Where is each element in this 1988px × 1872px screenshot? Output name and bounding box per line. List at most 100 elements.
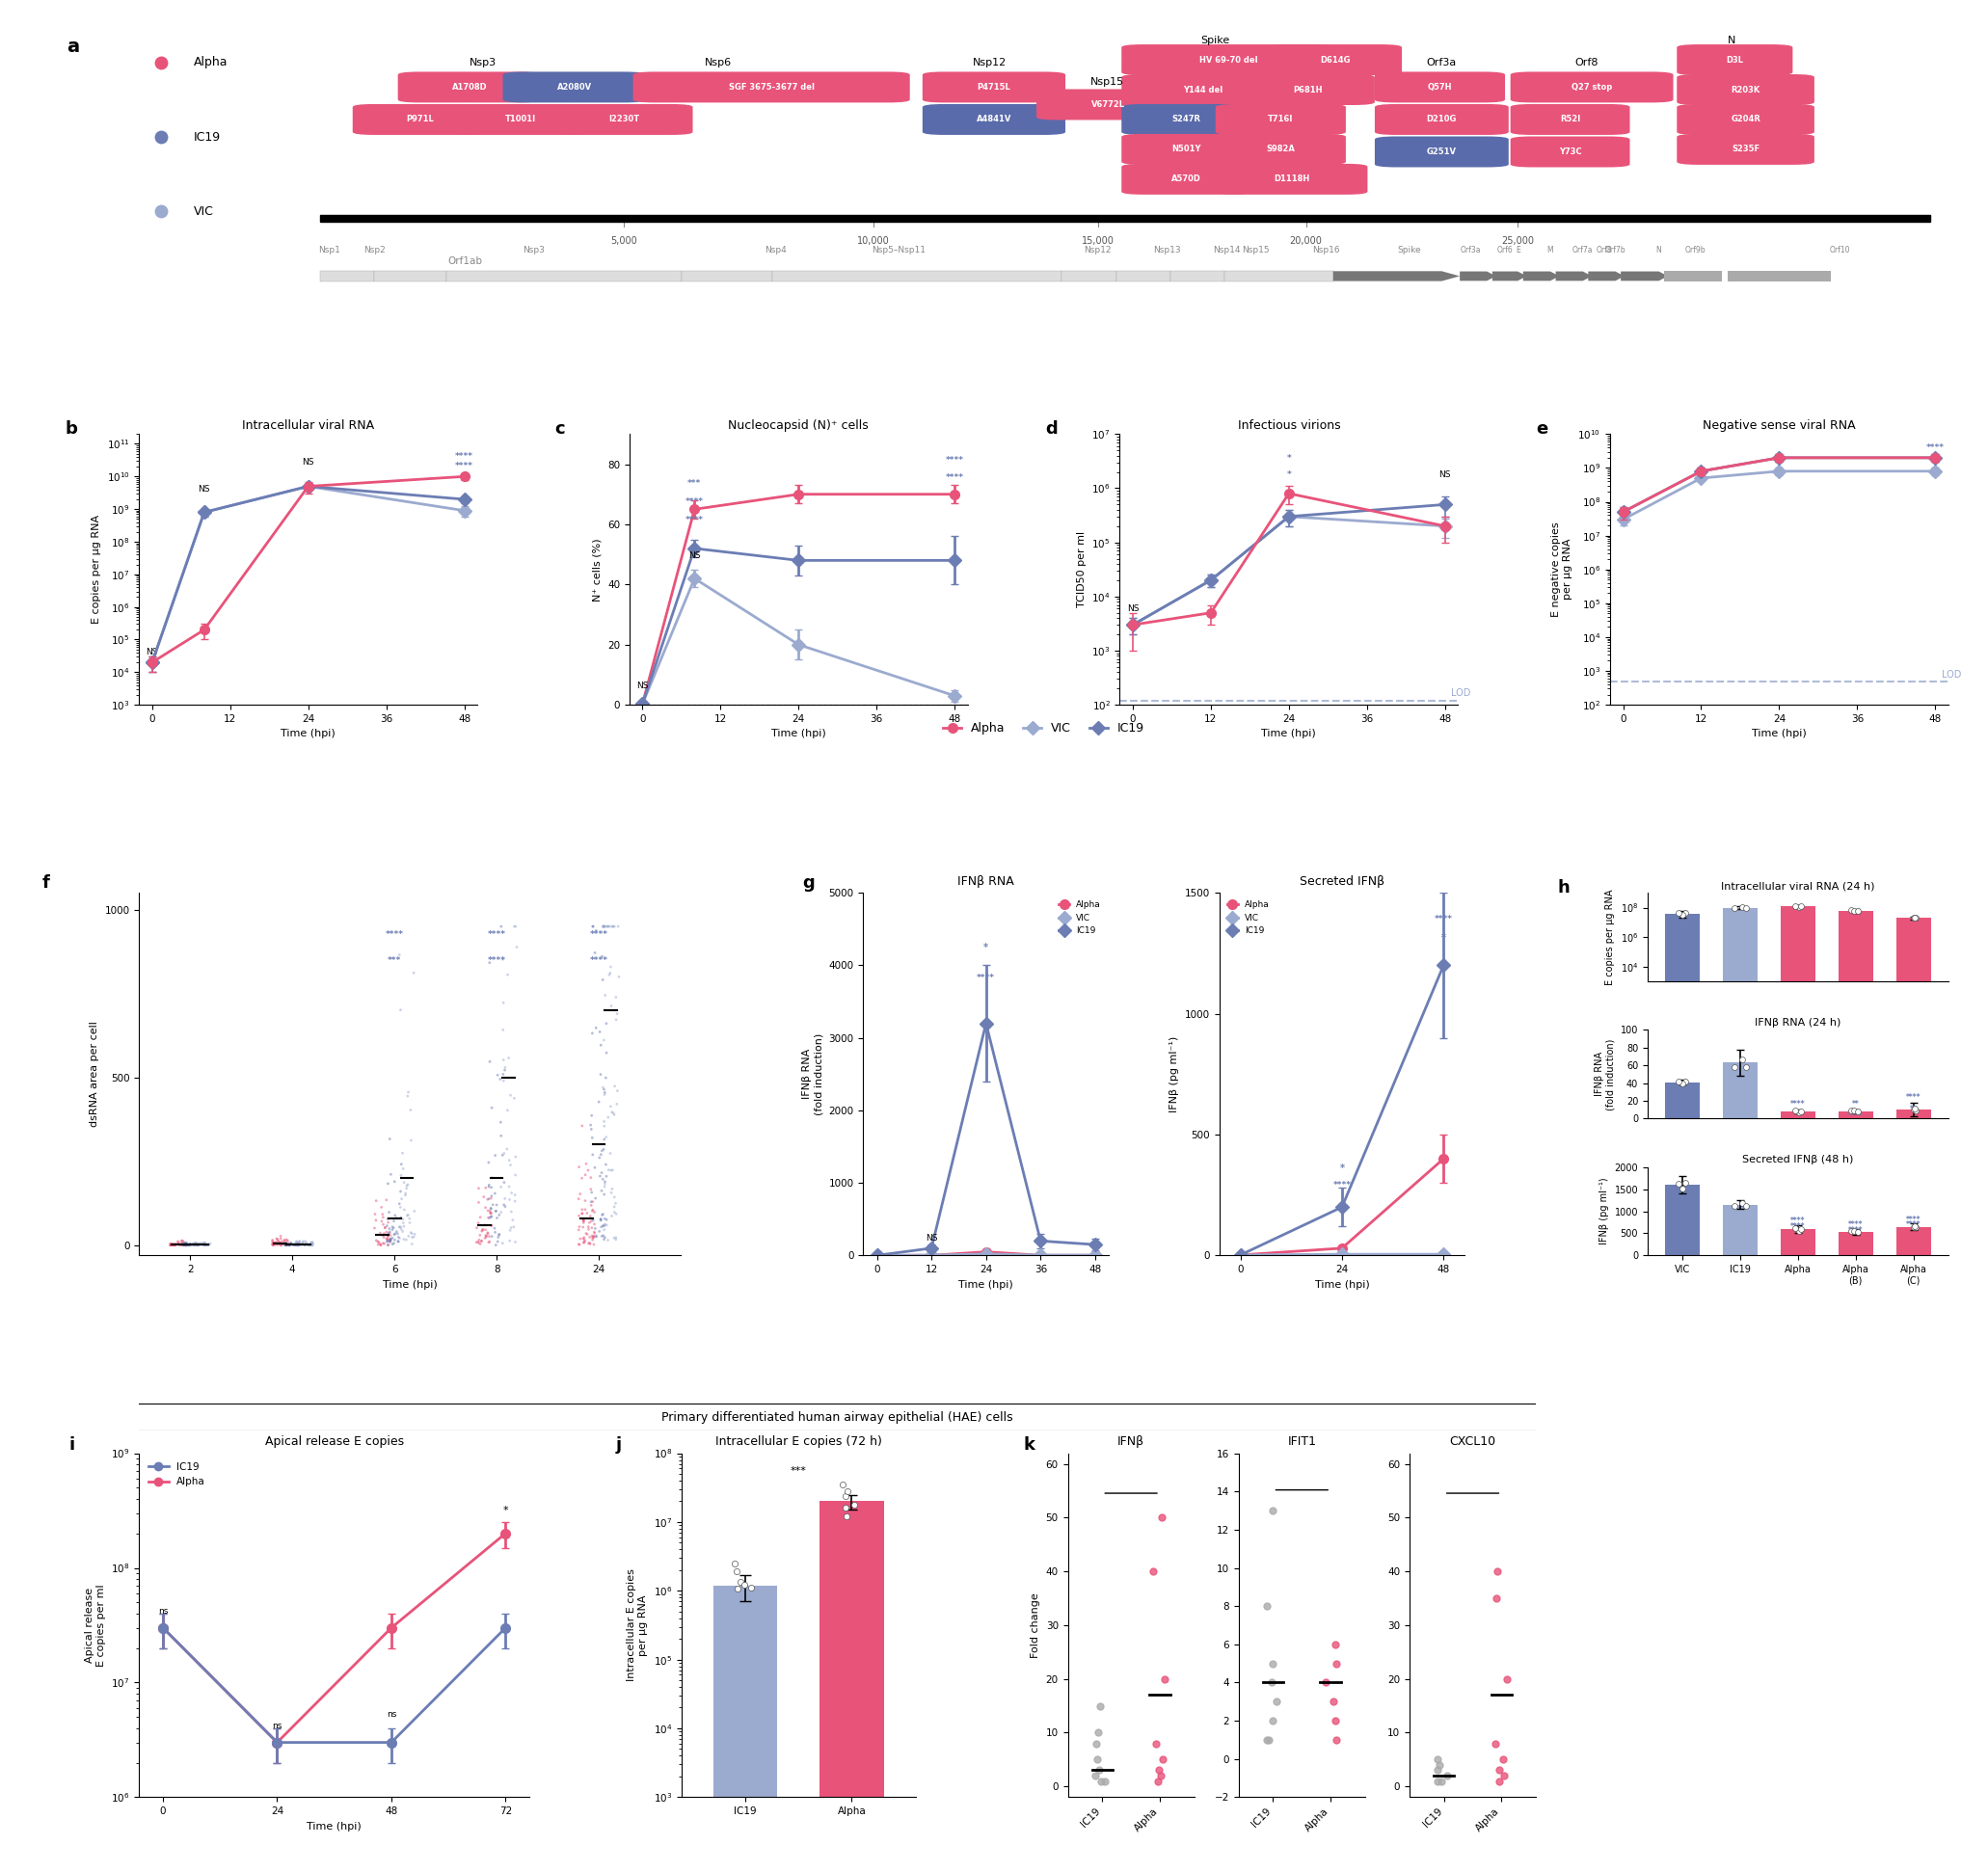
Text: D3L: D3L	[1726, 56, 1743, 64]
Point	[159, 1230, 191, 1260]
Point	[386, 994, 417, 1024]
Point	[187, 1230, 219, 1260]
Point	[473, 1228, 505, 1258]
Text: Nsp2: Nsp2	[364, 247, 386, 255]
Point	[280, 1230, 312, 1260]
Point	[292, 1230, 324, 1260]
Point	[390, 1174, 421, 1204]
Point	[272, 1230, 304, 1260]
Text: Orf1ab: Orf1ab	[447, 256, 483, 266]
Point	[579, 1219, 610, 1249]
Point	[286, 1230, 318, 1260]
Point	[159, 1230, 191, 1260]
Point	[268, 1228, 300, 1258]
Bar	[1781, 1228, 1815, 1256]
Point	[181, 1230, 213, 1260]
FancyBboxPatch shape	[451, 105, 590, 135]
Point	[270, 1230, 302, 1260]
Text: ***: ***	[688, 479, 702, 489]
Point	[1718, 1052, 1749, 1082]
Point	[493, 1185, 525, 1215]
Point	[579, 1217, 610, 1247]
Point	[600, 1005, 632, 1035]
Point	[155, 1230, 187, 1260]
Point	[465, 1217, 497, 1247]
Point	[1779, 1213, 1811, 1243]
Bar	[1724, 1063, 1757, 1118]
Point	[473, 1172, 505, 1202]
Point	[262, 1226, 294, 1256]
FancyArrow shape	[1334, 271, 1459, 281]
Text: ****: ****	[1849, 1226, 1863, 1236]
Point	[175, 1230, 207, 1260]
Point	[499, 1179, 531, 1209]
Text: Orf10: Orf10	[1829, 247, 1851, 255]
FancyBboxPatch shape	[1376, 71, 1505, 103]
Point	[577, 1018, 608, 1048]
Point	[594, 1138, 626, 1168]
Point	[159, 1230, 191, 1260]
Point	[1728, 1045, 1759, 1075]
Point	[161, 1230, 193, 1260]
Point	[189, 1230, 221, 1260]
Y-axis label: IFNβ (pg ml⁻¹): IFNβ (pg ml⁻¹)	[1600, 1177, 1608, 1245]
Point	[256, 1230, 288, 1260]
Point	[575, 1206, 606, 1236]
Point	[588, 1172, 620, 1202]
Point	[372, 1230, 404, 1260]
Point	[167, 1230, 199, 1260]
Point	[573, 1228, 604, 1258]
Text: ****: ****	[686, 515, 704, 524]
Point	[592, 912, 624, 942]
Text: a: a	[68, 37, 80, 56]
Point	[280, 1230, 312, 1260]
Point	[1481, 1584, 1513, 1614]
Point	[1421, 1756, 1453, 1786]
Point	[602, 1076, 634, 1106]
Point	[1431, 1762, 1463, 1792]
Point	[171, 1230, 203, 1260]
Legend: Alpha, VIC, IC19: Alpha, VIC, IC19	[1056, 897, 1105, 940]
Point	[1843, 1217, 1875, 1247]
Point	[475, 1194, 507, 1224]
Title: Intracellular E copies (72 h): Intracellular E copies (72 h)	[716, 1436, 883, 1449]
Point	[569, 1207, 600, 1237]
Point	[579, 1222, 610, 1252]
Point	[282, 1230, 314, 1260]
Y-axis label: IFNβ RNA
(fold induction): IFNβ RNA (fold induction)	[1594, 1039, 1614, 1110]
Point	[155, 1230, 187, 1260]
Point	[586, 1221, 618, 1250]
Point	[171, 1230, 203, 1260]
Text: Orf9b: Orf9b	[1684, 247, 1706, 255]
Point	[473, 1204, 505, 1234]
Point	[588, 1166, 620, 1196]
Point	[485, 1106, 517, 1136]
Point	[469, 1215, 501, 1245]
Point	[577, 1101, 608, 1131]
Text: ****: ****	[686, 498, 704, 505]
Point	[588, 1215, 620, 1245]
Point	[590, 912, 622, 942]
Point	[471, 1219, 503, 1249]
Text: Orf7b: Orf7b	[1604, 247, 1626, 255]
Point	[567, 1163, 598, 1192]
Y-axis label: Fold change: Fold change	[1030, 1593, 1040, 1659]
Point	[163, 1230, 195, 1260]
Text: S247R: S247R	[1173, 116, 1201, 124]
Point	[590, 1209, 622, 1239]
Point	[376, 1211, 408, 1241]
Point	[1147, 1503, 1179, 1533]
Point	[372, 1230, 404, 1260]
Point	[386, 1176, 417, 1206]
Point	[594, 1155, 626, 1185]
Point	[487, 1060, 519, 1090]
Point	[592, 912, 624, 942]
Point	[489, 1138, 521, 1168]
Point	[268, 1226, 300, 1256]
Point	[588, 912, 620, 942]
Point	[1730, 893, 1761, 923]
Point	[388, 1217, 419, 1247]
Point	[596, 1155, 628, 1185]
Point	[157, 1230, 189, 1260]
Point	[280, 1230, 312, 1260]
